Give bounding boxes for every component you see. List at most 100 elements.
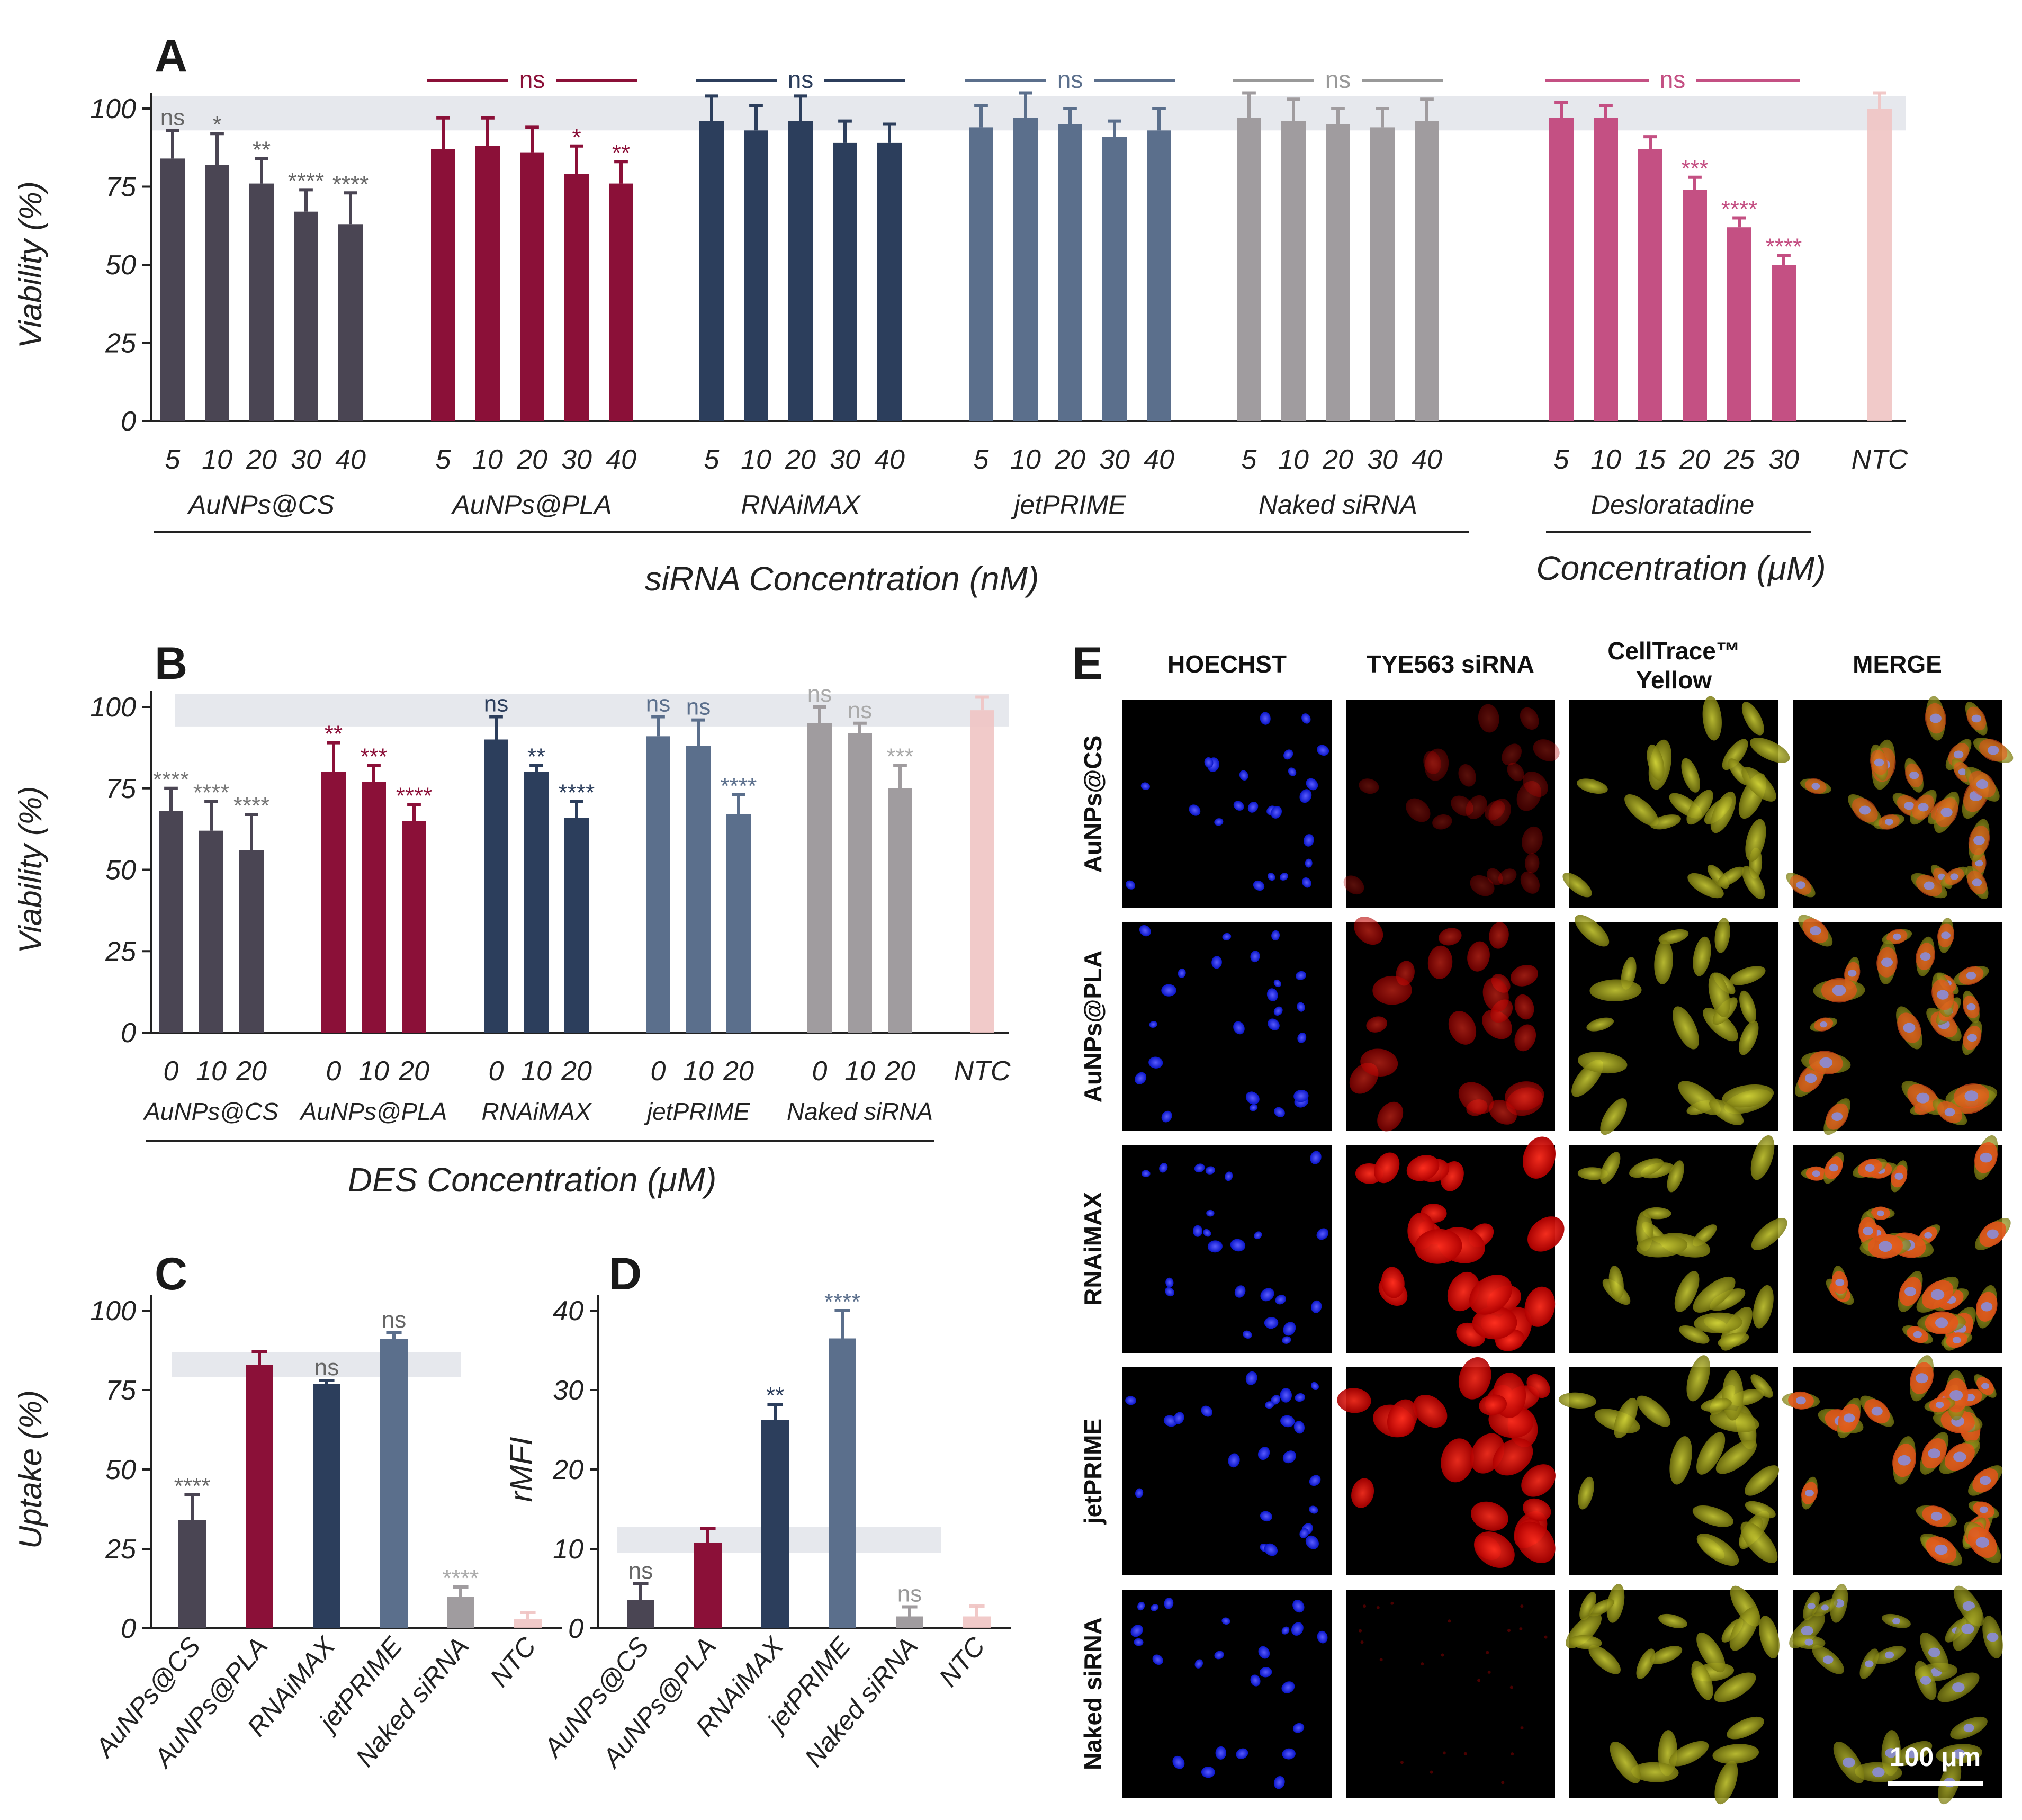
chart-a-xtick-label: 20: [1054, 444, 1085, 475]
microscopy-image-bg: [1122, 1367, 1332, 1575]
merge-nucleus: [1950, 873, 1958, 880]
merge-nucleus: [1930, 1511, 1942, 1521]
chart-b-group-label: AuNPs@PLA: [299, 1098, 447, 1125]
cytoplasm: [1693, 936, 1711, 976]
nucleus: [1172, 1755, 1185, 1769]
microscopy-column-header: MERGE: [1853, 650, 1942, 678]
nucleus: [1316, 1228, 1329, 1240]
cytoplasm: [1674, 1271, 1700, 1312]
cytoplasm: [1718, 1332, 1749, 1348]
cytoplasm: [1673, 1006, 1699, 1050]
sirna-signal: [1427, 945, 1453, 979]
nucleus: [1214, 818, 1224, 826]
nucleus: [1264, 1317, 1279, 1329]
cytoplasm: [1588, 1645, 1621, 1674]
chart-b-xtick-label: 0: [651, 1056, 666, 1087]
chart-b-aunps-cs-bar: [199, 830, 223, 1033]
sirna-signal: [1544, 1635, 1548, 1639]
merge-nucleus: [1874, 758, 1884, 767]
chart-a-group-significance: ns: [519, 66, 545, 93]
microscopy-column-header: CellTrace™: [1607, 637, 1740, 665]
merge-nucleus: [1843, 1413, 1855, 1423]
chart-c-naked-sirna-bar: [447, 1597, 474, 1628]
sirna-signal: [1374, 1152, 1400, 1184]
chart-d-aunps-pla-bar: [694, 1543, 722, 1628]
cytoplasm: [1692, 1505, 1734, 1527]
nucleus: [1207, 1240, 1223, 1253]
chart-c-xtick-label: NTC: [484, 1631, 542, 1692]
sirna-signal: [1441, 1438, 1474, 1483]
nucleus: [1302, 877, 1311, 888]
chart-b-ytick-label: 100: [90, 692, 136, 723]
cytoplasm: [1589, 979, 1642, 1001]
chart-a-aunps-cs-bar: [294, 211, 318, 421]
chart-c-ytick-label: 50: [105, 1455, 136, 1485]
sirna-signal: [1522, 826, 1543, 854]
microscopy-image-aunps-cs-0: [1122, 700, 1332, 908]
merge-nucleus: [1976, 779, 1989, 790]
microscopy-image-aunps-pla-0: [1122, 922, 1332, 1131]
chart-b-reference-band: [175, 694, 1009, 727]
sirna-signal: [1430, 1770, 1433, 1774]
sirna-signal: [1514, 1024, 1536, 1052]
merge-nucleus: [1892, 1618, 1900, 1625]
cytoplasm: [1650, 1646, 1683, 1664]
microscopy-image-rnaimax-0: [1122, 1145, 1332, 1353]
chart-a-group-label: Desloratadine: [1591, 490, 1755, 519]
chart-a-xtick-label: 20: [1322, 444, 1353, 475]
merge-nucleus: [1966, 971, 1976, 980]
sirna-signal: [1390, 1601, 1394, 1605]
chart-b-xtick-label: 20: [398, 1056, 429, 1087]
nucleus: [1311, 1300, 1322, 1313]
sirna-signal: [1507, 1629, 1511, 1633]
merge-nucleus: [1805, 1489, 1814, 1497]
chart-b-naked-sirna-bar: [848, 733, 872, 1033]
nucleus: [1173, 1412, 1184, 1424]
nucleus: [1271, 806, 1282, 819]
merge-nucleus: [1859, 805, 1871, 815]
cytoplasm: [1741, 702, 1764, 736]
nucleus: [1280, 1388, 1292, 1403]
chart-a-y-label: Viability (%): [13, 181, 48, 348]
chart-a-ntc-bar: [1867, 109, 1892, 421]
cytoplasm: [1703, 1008, 1738, 1042]
merge-nucleus: [1913, 1331, 1922, 1338]
sirna-signal: [1477, 1679, 1481, 1682]
cytoplasm: [1600, 1098, 1628, 1135]
nucleus: [1260, 712, 1271, 725]
chart-b-aunps-cs-bar: [159, 811, 183, 1033]
chart-a-aunps-cs-bar: [160, 158, 185, 421]
merge-nucleus: [1928, 1647, 1940, 1657]
nucleus: [1267, 873, 1275, 881]
nucleus: [1271, 930, 1280, 941]
merge-nucleus: [1796, 881, 1805, 889]
chart-a-xtick-label: 40: [1144, 444, 1174, 475]
cytoplasm: [1694, 1312, 1742, 1333]
sirna-signal: [1354, 917, 1383, 945]
chart-b-rnaimax-bar: [524, 772, 549, 1033]
sirna-signal: [1522, 1136, 1556, 1179]
chart-b-group-label: AuNPs@CS: [142, 1098, 278, 1125]
chart-a-xtick-label: 30: [291, 444, 321, 475]
chart-a-xtick-label: 5: [1554, 444, 1570, 475]
sirna-signal: [1519, 1627, 1523, 1631]
nucleus: [1305, 858, 1313, 868]
chart-a-aunps-cs-bar: [205, 165, 229, 421]
nucleus: [1311, 1382, 1319, 1391]
sirna-signal: [1471, 1501, 1508, 1531]
sirna-signal: [1522, 772, 1548, 797]
microscopy-column-header: HOECHST: [1167, 650, 1287, 678]
nucleus: [1225, 1171, 1233, 1181]
chart-d-ytick-label: 40: [553, 1296, 583, 1326]
nucleus: [1297, 1002, 1305, 1012]
cytoplasm: [1749, 738, 1790, 763]
microscopy-column-header: TYE563 siRNA: [1367, 650, 1534, 678]
cytoplasm: [1569, 1635, 1602, 1649]
nucleus: [1280, 873, 1289, 881]
nucleus: [1165, 1277, 1174, 1288]
chart-a-xtick-label: NTC: [1852, 444, 1908, 475]
cytoplasm: [1745, 819, 1766, 862]
chart-a-ytick-label: 100: [90, 94, 136, 124]
merge-nucleus: [1804, 1638, 1813, 1646]
